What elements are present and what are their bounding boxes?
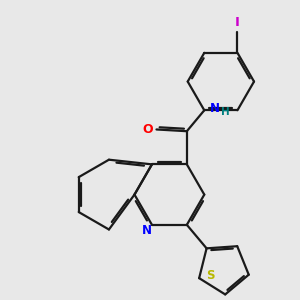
Text: N: N xyxy=(142,224,152,237)
Text: S: S xyxy=(206,268,214,282)
Text: H: H xyxy=(221,107,230,117)
Text: O: O xyxy=(142,123,153,136)
Text: I: I xyxy=(235,16,240,29)
Text: N: N xyxy=(210,102,220,115)
